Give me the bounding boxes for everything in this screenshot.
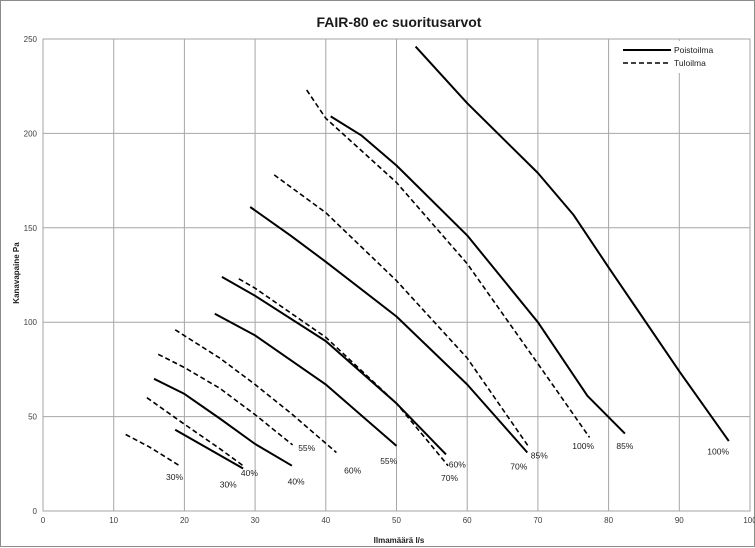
tuloilma-curve-70pct (238, 278, 449, 467)
curve-label: 70% (510, 462, 527, 472)
tuloilma-curve-40pct (146, 397, 244, 467)
tick-labels: 0 10 20 30 40 50 60 70 80 90 100 0 50 100 150 200 250 (24, 35, 755, 525)
x-tick-label: 100 (743, 516, 755, 525)
curve-label: 100% (572, 441, 594, 451)
x-tick-label: 10 (109, 516, 118, 525)
tuloilma-curve-60pct (174, 329, 337, 454)
y-tick-label: 50 (28, 413, 37, 422)
x-tick-label: 40 (321, 516, 330, 525)
x-tick-label: 70 (533, 516, 542, 525)
x-tick-label: 30 (251, 516, 260, 525)
curve-labels: 30% 30% 40% 40% 55% 60% 55% 60% 70% 70% 85% 100% 85%… (166, 441, 729, 490)
curve-label: 30% (166, 472, 183, 482)
tuloilma-curve-100pct (306, 89, 591, 438)
tuloilma-curve-55pct (157, 353, 294, 446)
curve-label: 100% (707, 447, 729, 457)
grid-lines (42, 38, 751, 512)
poistoilma-curve-60pct (221, 276, 447, 456)
poistoilma-curve-40pct (153, 377, 293, 467)
curve-label: 60% (449, 460, 466, 470)
poistoilma-curve-70pct (249, 206, 529, 454)
y-tick-label: 100 (24, 318, 38, 327)
x-tick-label: 0 (41, 516, 46, 525)
tuloilma-curve-30pct (125, 433, 180, 467)
curve-label: 85% (616, 441, 633, 451)
curve-label: 60% (344, 465, 361, 475)
curve-label: 85% (531, 450, 548, 460)
legend-tuloilma: Tuloilma (674, 58, 706, 68)
curve-label: 70% (441, 473, 458, 483)
chart-title: FAIR-80 ec suoritusarvot (317, 14, 482, 30)
y-tick-label: 0 (33, 507, 38, 516)
curve-label: 40% (241, 468, 258, 478)
y-axis-label: Kanavapaine Pa (12, 242, 21, 304)
legend: Poistoilma Tuloilma (615, 41, 743, 73)
y-tick-label: 250 (24, 35, 38, 44)
x-tick-label: 60 (463, 516, 472, 525)
curve-label: 55% (298, 443, 315, 453)
poistoilma-curve-85pct (330, 115, 626, 435)
x-tick-label: 80 (604, 516, 613, 525)
poistoilma-curve-30pct (174, 428, 244, 470)
curve-label: 40% (288, 477, 305, 487)
x-tick-label: 50 (392, 516, 401, 525)
legend-box (615, 41, 743, 73)
series-lines (125, 45, 730, 470)
poistoilma-curve-55pct (214, 312, 398, 447)
y-tick-label: 150 (24, 224, 38, 233)
poistoilma-curve-100pct (414, 45, 730, 442)
y-tick-label: 200 (24, 129, 38, 138)
curve-label: 30% (220, 480, 237, 490)
tuloilma-curve-85pct (273, 174, 530, 448)
legend-poistoilma: Poistoilma (674, 45, 713, 55)
x-tick-label: 90 (675, 516, 684, 525)
x-axis-label: Ilmamäärä l/s (374, 536, 425, 545)
curve-label: 55% (380, 456, 397, 466)
x-tick-label: 20 (180, 516, 189, 525)
